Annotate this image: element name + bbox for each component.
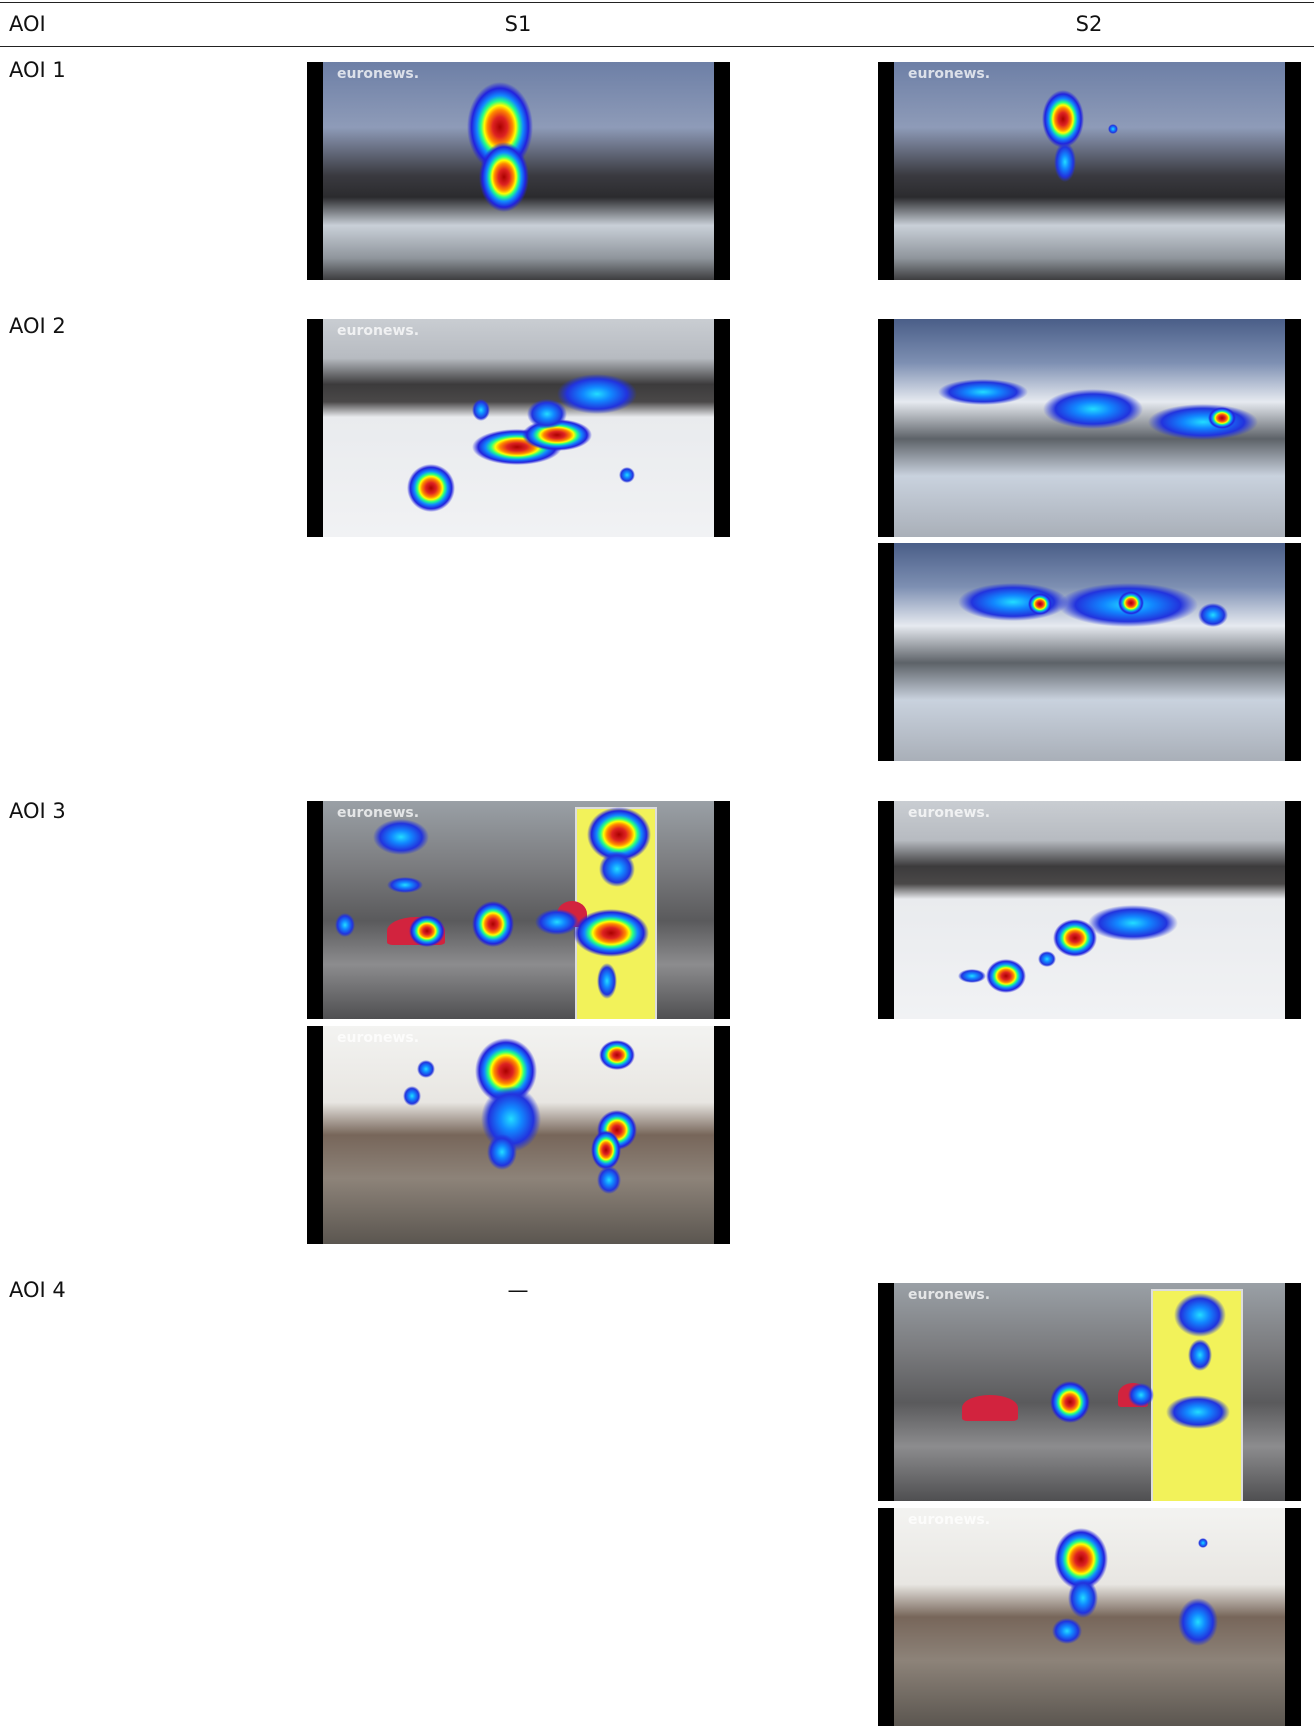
watermark: euronews. bbox=[337, 1030, 420, 1046]
top-rule bbox=[0, 2, 1314, 3]
heatmap-image: euronews. bbox=[878, 62, 1301, 280]
header-cell: AOI bbox=[9, 12, 46, 36]
row-label: AOI 2 bbox=[9, 314, 66, 338]
heatmap-image bbox=[878, 319, 1301, 537]
heatmap-image: euronews. bbox=[878, 1283, 1301, 1501]
heatmap-image: euronews. bbox=[878, 801, 1301, 1019]
watermark: euronews. bbox=[337, 323, 420, 339]
row-label: AOI 3 bbox=[9, 799, 66, 823]
header-rule bbox=[0, 46, 1314, 47]
header-cell: S1 bbox=[504, 12, 532, 36]
heatmap-image: euronews. bbox=[307, 319, 730, 537]
row-label: AOI 1 bbox=[9, 58, 66, 82]
watermark: euronews. bbox=[908, 66, 991, 82]
heatmap-image: euronews. bbox=[878, 1508, 1301, 1726]
watermark: euronews. bbox=[337, 805, 420, 821]
header-cell: S2 bbox=[1075, 12, 1103, 36]
empty-cell-dash: — bbox=[507, 1278, 529, 1302]
watermark: euronews. bbox=[337, 66, 420, 82]
heatmap-image: euronews. bbox=[307, 1026, 730, 1244]
watermark: euronews. bbox=[908, 1287, 991, 1303]
heatmap-image: euronews. bbox=[307, 801, 730, 1019]
heatmap-image bbox=[878, 543, 1301, 761]
heatmap-image: euronews. bbox=[307, 62, 730, 280]
watermark: euronews. bbox=[908, 805, 991, 821]
watermark: euronews. bbox=[908, 1512, 991, 1528]
row-label: AOI 4 bbox=[9, 1278, 66, 1302]
